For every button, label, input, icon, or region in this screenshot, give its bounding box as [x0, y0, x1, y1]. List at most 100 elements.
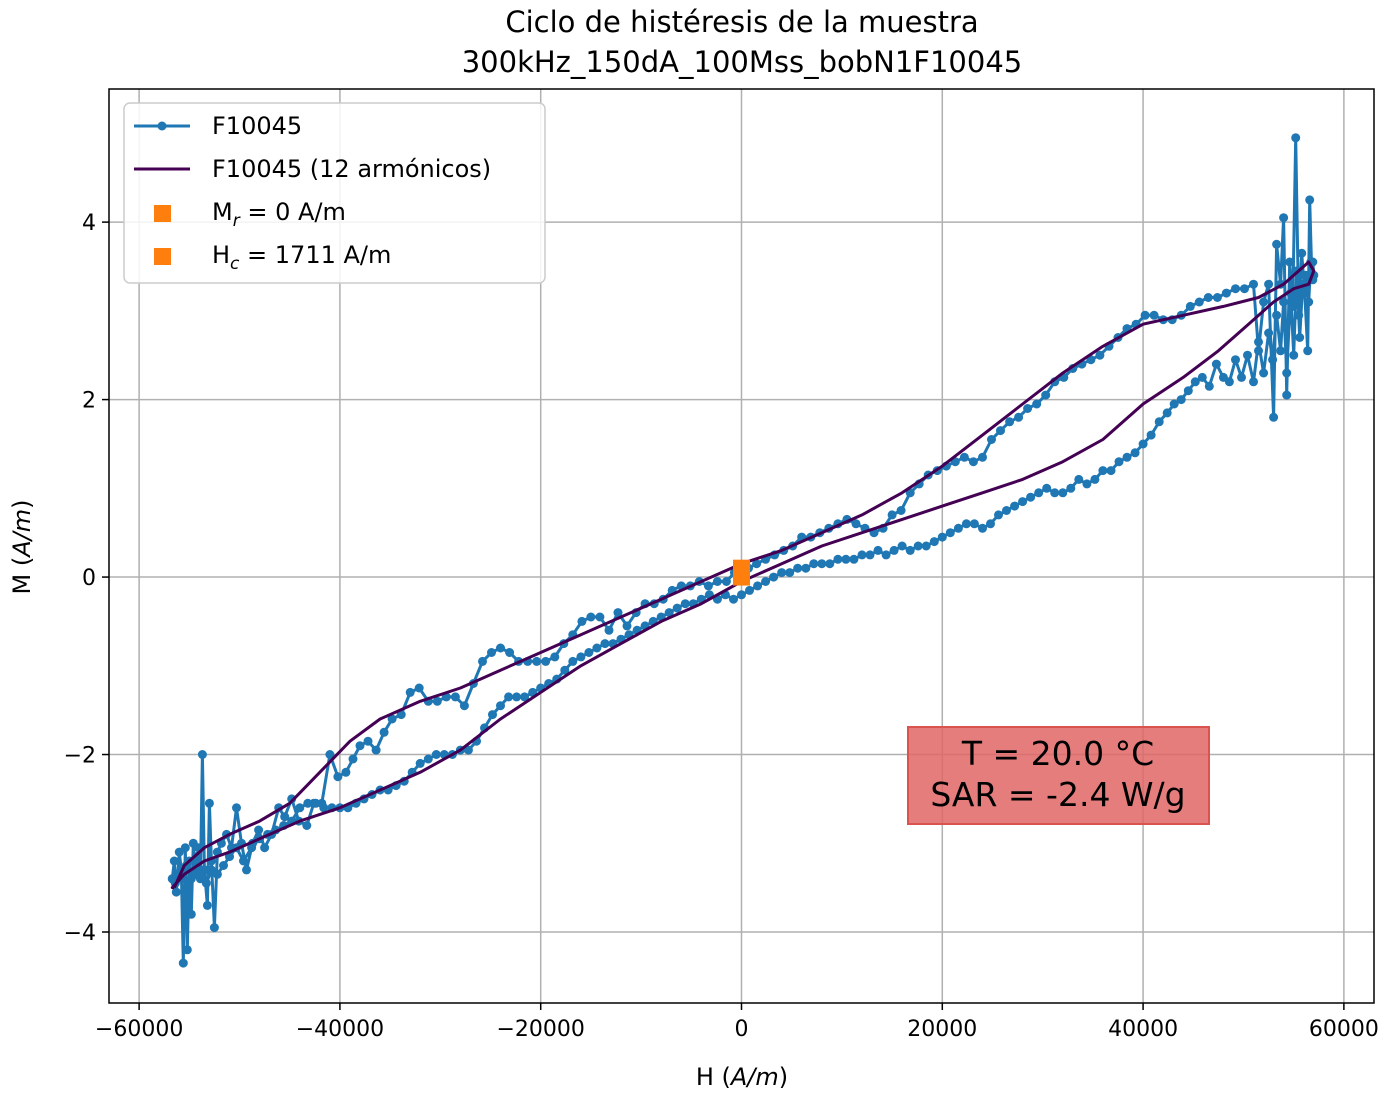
legend-label-hc-rest: = 1711 A/m: [239, 241, 391, 269]
legend-label-mr: Mr = 0 A/m: [212, 198, 346, 231]
data-point-f10045: [178, 958, 188, 968]
data-point-f10045: [994, 510, 1003, 520]
annotation-sar: SAR = -2.4 W/g: [930, 775, 1185, 814]
x-tick-label: 20000: [907, 1017, 977, 1042]
data-point-f10045: [423, 754, 433, 764]
data-point-f10045: [1014, 412, 1024, 422]
y-tick-label: −4: [64, 921, 96, 946]
data-point-f10045: [1034, 488, 1044, 498]
data-point-f10045: [1185, 301, 1195, 311]
data-point-f10045: [496, 643, 505, 653]
data-point-f10045: [968, 457, 978, 467]
data-point-f10045: [959, 452, 969, 462]
data-point-f10045: [817, 559, 827, 569]
data-point-f10045: [333, 772, 343, 782]
chart-title-line1: Ciclo de histéresis de la muestra: [505, 5, 978, 39]
data-point-f10045: [857, 550, 867, 560]
data-point-f10045: [196, 865, 206, 875]
data-point-f10045: [1130, 448, 1140, 458]
data-point-f10045: [745, 585, 754, 595]
data-point-f10045: [1066, 483, 1076, 493]
data-point-f10045: [219, 861, 228, 870]
data-point-f10045: [1289, 350, 1299, 360]
data-point-f10045: [1288, 301, 1298, 311]
data-point-f10045: [849, 554, 859, 564]
legend-box: [123, 102, 546, 284]
data-point-f10045: [953, 523, 963, 533]
data-point-f10045: [889, 545, 899, 555]
data-point-f10045: [1018, 497, 1028, 507]
data-point-f10045: [1259, 368, 1269, 378]
data-point-f10045: [303, 798, 313, 808]
data-point-f10045: [319, 803, 329, 813]
x-axis-label-end: ): [779, 1063, 788, 1091]
legend-marker-hc: [154, 248, 171, 265]
data-point-f10045: [1305, 195, 1315, 205]
data-point-f10045: [887, 510, 897, 520]
data-point-f10045: [1285, 257, 1295, 267]
data-point-f10045: [1190, 377, 1200, 387]
data-point-f10045: [801, 563, 811, 573]
data-point-f10045: [182, 945, 192, 955]
data-point-f10045: [1149, 310, 1159, 320]
data-point-f10045: [1074, 474, 1084, 484]
y-axis-label-end: ): [8, 500, 36, 509]
data-point-f10045: [1243, 350, 1252, 360]
data-point-f10045: [363, 736, 373, 746]
data-point-f10045: [254, 825, 264, 835]
data-point-f10045: [600, 639, 610, 649]
data-point-f10045: [1183, 386, 1193, 396]
data-point-f10045: [1304, 297, 1314, 307]
data-point-f10045: [1237, 372, 1246, 382]
legend: F10045 F10045 (12 armónicos) Mr = 0 A/m …: [123, 102, 546, 284]
plot-area: [167, 133, 1319, 968]
data-point-f10045: [896, 506, 906, 515]
legend-label-mr-sub: r: [233, 211, 241, 231]
data-point-f10045: [851, 519, 861, 529]
y-axis-label-main: M (: [8, 557, 36, 595]
data-point-f10045: [405, 687, 415, 697]
legend-label-mr-main: M: [212, 198, 233, 226]
data-point-f10045: [577, 616, 587, 626]
data-point-f10045: [325, 750, 335, 759]
data-point-f10045: [1154, 417, 1164, 427]
data-point-f10045: [1249, 279, 1258, 289]
data-point-f10045: [664, 608, 674, 618]
data-point-f10045: [209, 923, 219, 933]
data-point-f10045: [1095, 350, 1105, 360]
y-tick-label: 4: [82, 211, 96, 236]
data-point-f10045: [961, 519, 971, 529]
data-point-f10045: [729, 594, 738, 604]
annotation-box: T = 20.0 °C SAR = -2.4 W/g: [907, 726, 1210, 825]
data-point-f10045: [1211, 359, 1221, 369]
x-tick-label: −40000: [296, 1017, 384, 1042]
data-point-f10045: [1279, 297, 1289, 307]
data-point-f10045: [311, 798, 321, 808]
data-point-f10045: [769, 572, 779, 582]
chart-title-line2: 300kHz_150dA_100Mss_bobN1F10045: [462, 45, 1023, 79]
legend-label-hc-main: H: [212, 241, 230, 269]
data-point-f10045: [1269, 412, 1279, 422]
data-point-f10045: [1010, 501, 1020, 511]
data-point-f10045: [1176, 395, 1186, 405]
data-point-f10045: [1098, 466, 1108, 476]
data-point-f10045: [929, 537, 939, 547]
legend-label-hc: Hc = 1711 A/m: [212, 241, 391, 274]
data-point-f10045: [459, 701, 469, 711]
data-point-f10045: [1231, 284, 1240, 294]
data-point-f10045: [1282, 390, 1292, 400]
data-point-f10045: [1268, 355, 1278, 365]
data-point-f10045: [1162, 408, 1172, 418]
legend-label-f10045: F10045: [212, 112, 302, 140]
data-point-f10045: [897, 541, 907, 551]
data-point-f10045: [202, 900, 212, 910]
data-point-f10045: [341, 767, 351, 777]
data-point-f10045: [865, 550, 875, 560]
data-point-f10045: [1082, 479, 1092, 489]
data-point-f10045: [721, 577, 731, 586]
data-point-f10045: [287, 794, 297, 804]
x-axis-label-unit: A/m: [729, 1063, 779, 1091]
data-point-f10045: [239, 856, 248, 866]
data-point-f10045: [777, 568, 787, 578]
data-point-f10045: [978, 452, 987, 462]
